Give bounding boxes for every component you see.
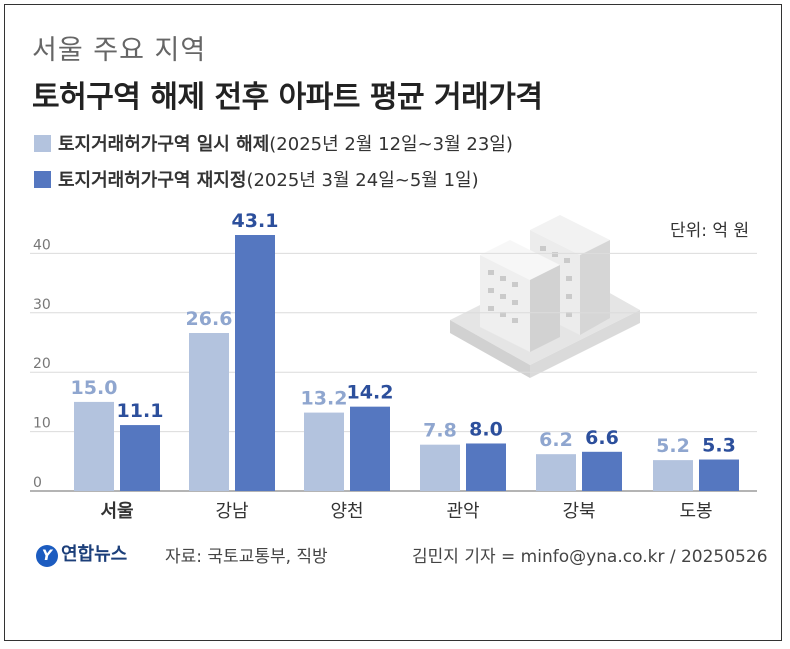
- credit-text: 김민지 기자 = minfo@yna.co.kr / 20250526: [412, 547, 768, 567]
- bar: [699, 459, 739, 491]
- category-label: 강북: [562, 501, 595, 522]
- category-label: 강남: [215, 501, 248, 522]
- source-text: 자료: 국토교통부, 직방: [165, 547, 328, 567]
- y-tick-label: 20: [33, 356, 51, 372]
- bar-value-label: 15.0: [71, 377, 118, 399]
- bar: [582, 451, 622, 491]
- infographic-frame: [4, 4, 782, 641]
- bar-value-label: 26.6: [186, 308, 233, 330]
- legend-swatch-redesignated: [34, 171, 51, 188]
- category-label: 양천: [330, 501, 363, 522]
- bar: [304, 412, 344, 491]
- category-label: 서울: [100, 501, 133, 522]
- bar: [420, 444, 460, 491]
- y-tick-label: 30: [33, 297, 51, 313]
- bar-value-label: 8.0: [469, 418, 503, 440]
- bar: [536, 454, 576, 491]
- bar-value-label: 43.1: [232, 210, 279, 232]
- legend-swatch-lifted: [34, 135, 51, 152]
- legend-label-lifted: 토지거래허가구역 일시 해제: [58, 134, 270, 155]
- bar-value-label: 6.6: [585, 427, 619, 449]
- bar-value-label: 6.2: [539, 429, 573, 451]
- legend-label-redesignated: 토지거래허가구역 재지정: [58, 170, 247, 191]
- bar: [189, 333, 229, 491]
- bar: [235, 235, 275, 491]
- apartment-building-icon: [450, 215, 640, 378]
- y-tick-label: 10: [33, 416, 51, 432]
- bar-value-label: 14.2: [347, 382, 394, 404]
- category-label: 관악: [446, 501, 479, 522]
- bar-value-label: 13.2: [301, 388, 348, 410]
- chart-subtitle: 서울 주요 지역: [32, 35, 207, 66]
- legend-period-lifted: (2025년 2월 12일~3월 23일): [269, 134, 513, 155]
- yonhap-logo: Y 연합뉴스: [36, 540, 127, 567]
- bar-value-label: 5.2: [656, 435, 690, 457]
- category-label: 도봉: [679, 501, 712, 522]
- y-tick-label: 40: [33, 237, 51, 253]
- bar: [350, 406, 390, 491]
- legend-period-redesignated: (2025년 3월 24일~5월 1일): [246, 170, 479, 191]
- legend-item-redesignated: 토지거래허가구역 재지정(2025년 3월 24일~5월 1일): [34, 166, 479, 192]
- bar-value-label: 11.1: [117, 400, 164, 422]
- legend-item-lifted: 토지거래허가구역 일시 해제(2025년 2월 12일~3월 23일): [34, 130, 513, 156]
- unit-label: 단위: 억 원: [670, 221, 750, 241]
- bar: [74, 401, 114, 491]
- bar: [466, 443, 506, 491]
- chart-title: 토허구역 해제 전후 아파트 평균 거래가격: [32, 80, 543, 115]
- bar: [653, 460, 693, 491]
- yonhap-logo-text: 연합뉴스: [61, 544, 128, 565]
- yonhap-logo-icon: Y: [36, 545, 58, 567]
- bar-value-label: 7.8: [423, 420, 457, 442]
- y-tick-label: 0: [33, 475, 42, 491]
- bar-value-label: 5.3: [702, 435, 736, 457]
- bar: [120, 425, 160, 491]
